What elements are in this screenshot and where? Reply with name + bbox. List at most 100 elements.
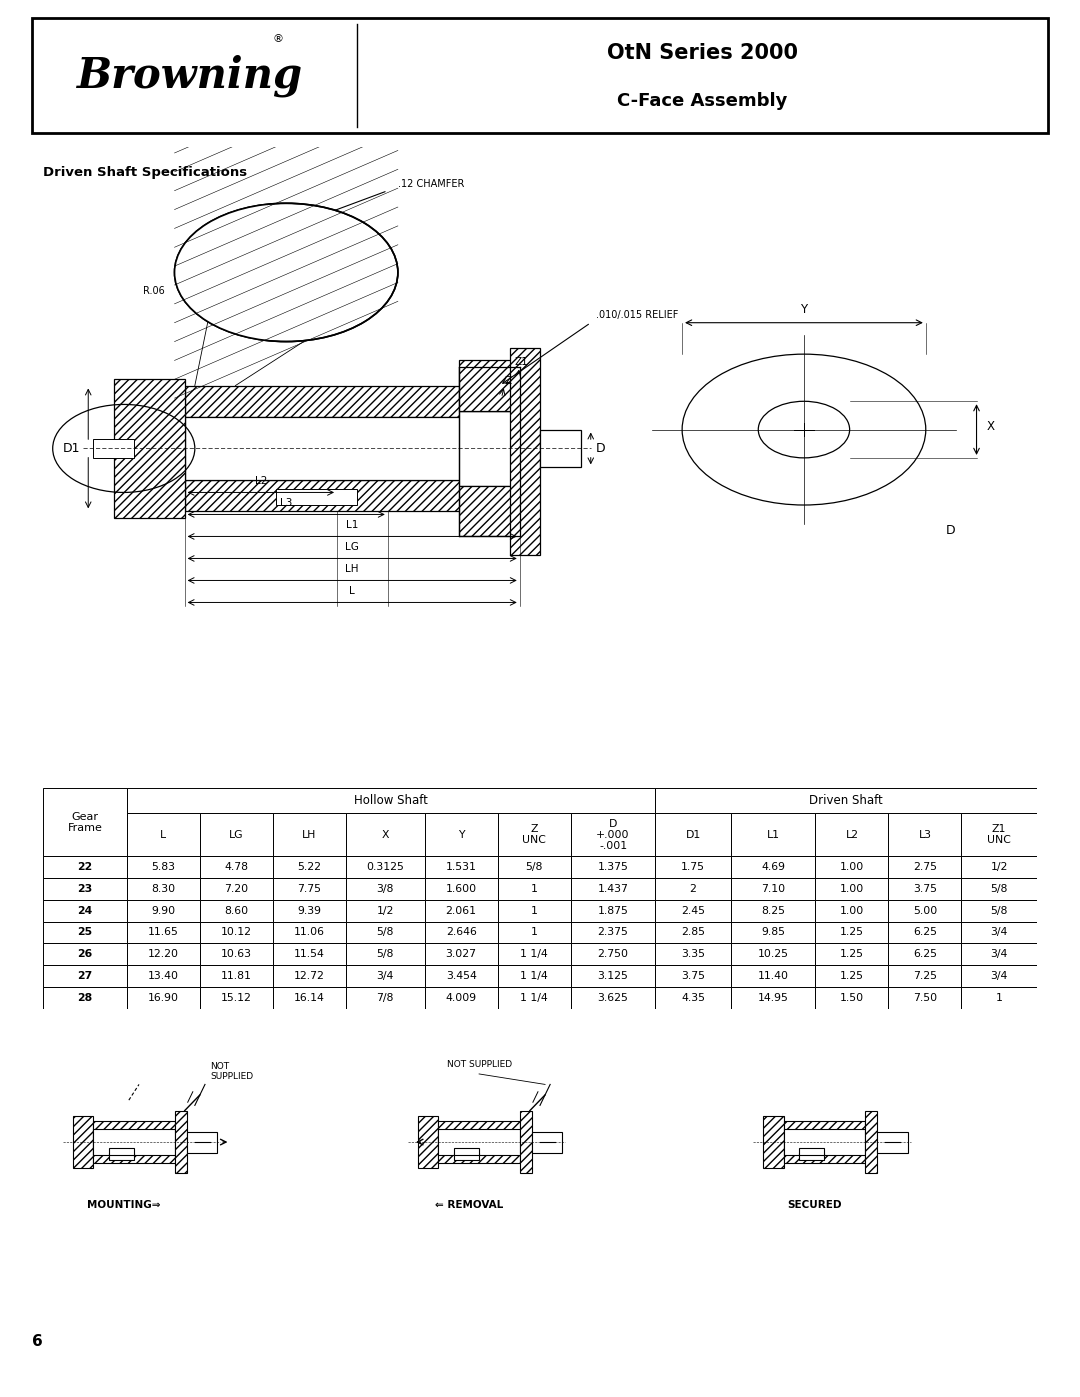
Bar	[498, 879, 570, 900]
Bar	[498, 965, 570, 986]
Text: 14.95: 14.95	[757, 993, 788, 1003]
Bar	[498, 900, 570, 922]
Text: 0.3125: 0.3125	[366, 862, 404, 872]
Text: MOUNTING⇒: MOUNTING⇒	[87, 1200, 161, 1210]
Bar	[656, 965, 731, 986]
Text: 3.454: 3.454	[446, 971, 476, 981]
Text: 7.75: 7.75	[297, 884, 321, 894]
Bar	[799, 1148, 824, 1154]
Bar	[424, 922, 498, 943]
Text: 5/8: 5/8	[990, 905, 1008, 915]
Text: 10.25: 10.25	[757, 949, 788, 960]
Bar	[185, 416, 489, 481]
Text: 1.75: 1.75	[681, 862, 705, 872]
Bar	[731, 879, 815, 900]
Bar	[185, 386, 489, 416]
Text: NOT SUPPLIED: NOT SUPPLIED	[446, 1060, 512, 1069]
Bar	[126, 813, 200, 856]
Bar	[570, 943, 656, 965]
Bar	[570, 813, 656, 856]
Bar	[126, 900, 200, 922]
Bar	[570, 900, 656, 922]
Text: L1: L1	[346, 520, 359, 529]
Text: 5/8: 5/8	[990, 884, 1008, 894]
Text: 3.75: 3.75	[681, 971, 705, 981]
Text: 1 1/4: 1 1/4	[521, 993, 548, 1003]
Text: Z1: Z1	[515, 356, 528, 367]
Bar	[656, 788, 1037, 813]
Bar	[93, 439, 134, 458]
Text: 4.78: 4.78	[225, 862, 248, 872]
Text: L: L	[349, 587, 355, 597]
Bar	[815, 943, 889, 965]
Bar	[276, 489, 357, 506]
Bar	[570, 856, 656, 879]
Text: 3.35: 3.35	[681, 949, 705, 960]
Text: 3.125: 3.125	[597, 971, 629, 981]
Bar	[731, 986, 815, 1009]
Text: 5/8: 5/8	[526, 862, 543, 872]
Text: L3: L3	[918, 830, 931, 840]
Text: 28: 28	[78, 993, 93, 1003]
Bar	[889, 943, 961, 965]
Bar	[113, 380, 185, 518]
Bar	[126, 943, 200, 965]
Bar	[43, 900, 126, 922]
Bar	[273, 856, 346, 879]
Text: 6.25: 6.25	[913, 949, 937, 960]
Bar	[764, 1116, 784, 1168]
Text: 9.39: 9.39	[297, 905, 321, 915]
Bar	[43, 965, 126, 986]
Text: 1/2: 1/2	[377, 905, 394, 915]
Bar	[43, 856, 126, 879]
Bar	[815, 900, 889, 922]
Bar	[273, 900, 346, 922]
Text: 23: 23	[78, 884, 93, 894]
Text: 25: 25	[78, 928, 93, 937]
Bar	[656, 986, 731, 1009]
Bar	[346, 922, 424, 943]
Bar	[961, 986, 1037, 1009]
Text: 9.85: 9.85	[761, 928, 785, 937]
Bar	[126, 922, 200, 943]
Bar	[656, 900, 731, 922]
Bar	[346, 986, 424, 1009]
Bar	[93, 1120, 175, 1162]
Text: 4.35: 4.35	[681, 993, 705, 1003]
Text: .010/.015 RELIEF: .010/.015 RELIEF	[596, 310, 678, 320]
Text: 5.83: 5.83	[151, 862, 175, 872]
Text: LG: LG	[346, 542, 360, 552]
Bar	[815, 922, 889, 943]
Bar	[498, 943, 570, 965]
Bar	[815, 879, 889, 900]
Bar	[200, 986, 273, 1009]
Bar	[126, 788, 656, 813]
Bar	[424, 813, 498, 856]
Bar	[108, 1148, 134, 1154]
Bar	[73, 1116, 93, 1168]
Bar	[43, 788, 126, 856]
Text: L: L	[160, 830, 166, 840]
Text: 1/2: 1/2	[990, 862, 1008, 872]
Bar	[961, 900, 1037, 922]
Text: 3/4: 3/4	[990, 971, 1008, 981]
Text: 26: 26	[78, 949, 93, 960]
Bar	[108, 1153, 134, 1160]
Text: 7.50: 7.50	[913, 993, 937, 1003]
Bar	[784, 1129, 865, 1154]
Bar	[273, 943, 346, 965]
Bar	[346, 856, 424, 879]
Text: X: X	[381, 830, 389, 840]
Text: Z
UNC: Z UNC	[523, 824, 546, 845]
Text: .12 CHAMFER: .12 CHAMFER	[397, 179, 464, 190]
Text: D: D	[596, 441, 606, 455]
Text: 1: 1	[530, 905, 538, 915]
Bar	[459, 366, 519, 411]
Text: 8.30: 8.30	[151, 884, 175, 894]
Text: L1: L1	[767, 830, 780, 840]
Text: Driven Shaft Specifications: Driven Shaft Specifications	[42, 166, 246, 179]
Text: OtN Series 2000: OtN Series 2000	[607, 42, 798, 63]
Bar	[459, 486, 519, 536]
Text: 2.45: 2.45	[681, 905, 705, 915]
Bar	[346, 813, 424, 856]
